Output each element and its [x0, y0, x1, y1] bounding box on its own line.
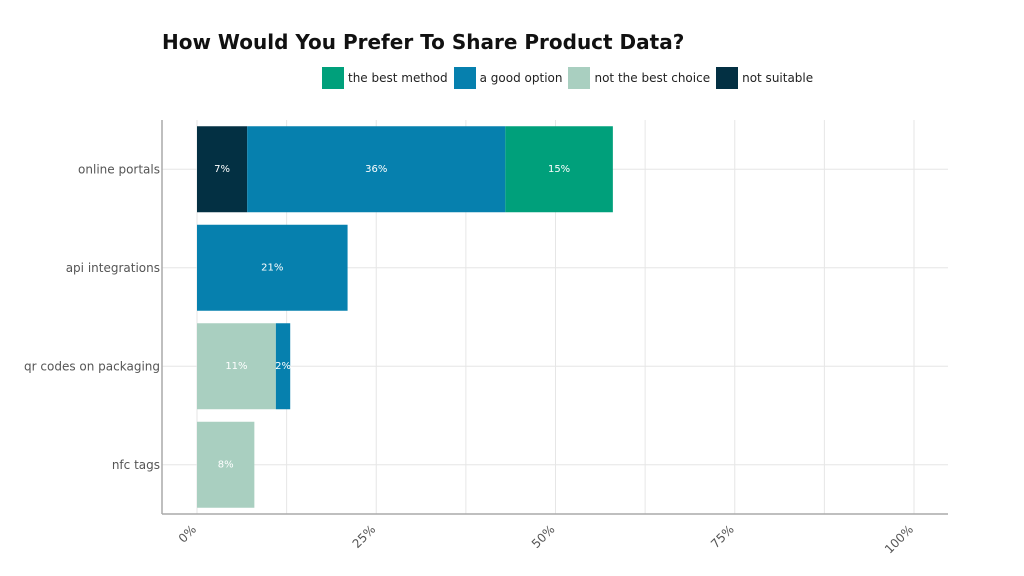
chart-title: How Would You Prefer To Share Product Da… [162, 30, 685, 54]
bar-segment [247, 126, 506, 213]
legend-swatch-not-suitable [716, 67, 739, 89]
legend-label-good-option: a good option [479, 71, 563, 85]
bar-value-label: 21% [261, 262, 283, 273]
bar-value-label: 11% [225, 361, 247, 372]
bar-value-label: 36% [365, 164, 387, 175]
y-tick-label: online portals [78, 162, 160, 176]
legend-swatch-good-option [453, 67, 476, 89]
x-tick-label: 75% [708, 522, 737, 551]
x-tick-label: 0% [176, 522, 199, 545]
y-tick-label: api integrations [66, 261, 160, 275]
legend-label-not-suitable: not suitable [742, 71, 814, 85]
bar-value-label: 15% [548, 164, 570, 175]
chart-legend: the best method a good option not the be… [322, 67, 819, 89]
y-tick-label: nfc tags [112, 458, 160, 472]
legend-swatch-best-method [322, 67, 344, 89]
legend-item-best-method: the best method [322, 67, 448, 89]
bar-segment [197, 224, 348, 311]
bar-value-label: 7% [214, 164, 230, 175]
bar-value-label: 8% [218, 459, 234, 470]
bar-value-label: 2% [275, 361, 291, 372]
legend-label-not-best-choice: not the best choice [594, 71, 711, 85]
legend-item-not-best-choice: not the best choice [568, 67, 710, 89]
bar-segment [197, 323, 276, 410]
bar-segment [197, 126, 248, 213]
bar-segment [197, 421, 255, 508]
bar-segment [275, 323, 291, 410]
legend-item-good-option: a good option [453, 67, 563, 89]
legend-swatch-not-best-choice [568, 67, 591, 89]
legend-label-best-method: the best method [348, 71, 448, 85]
legend-item-not-suitable: not suitable [716, 67, 813, 89]
x-tick-label: 50% [529, 522, 558, 551]
bar-segment [505, 126, 613, 213]
y-tick-label: qr codes on packaging [24, 359, 160, 373]
x-tick-label: 100% [882, 522, 916, 556]
x-tick-label: 25% [350, 522, 379, 551]
